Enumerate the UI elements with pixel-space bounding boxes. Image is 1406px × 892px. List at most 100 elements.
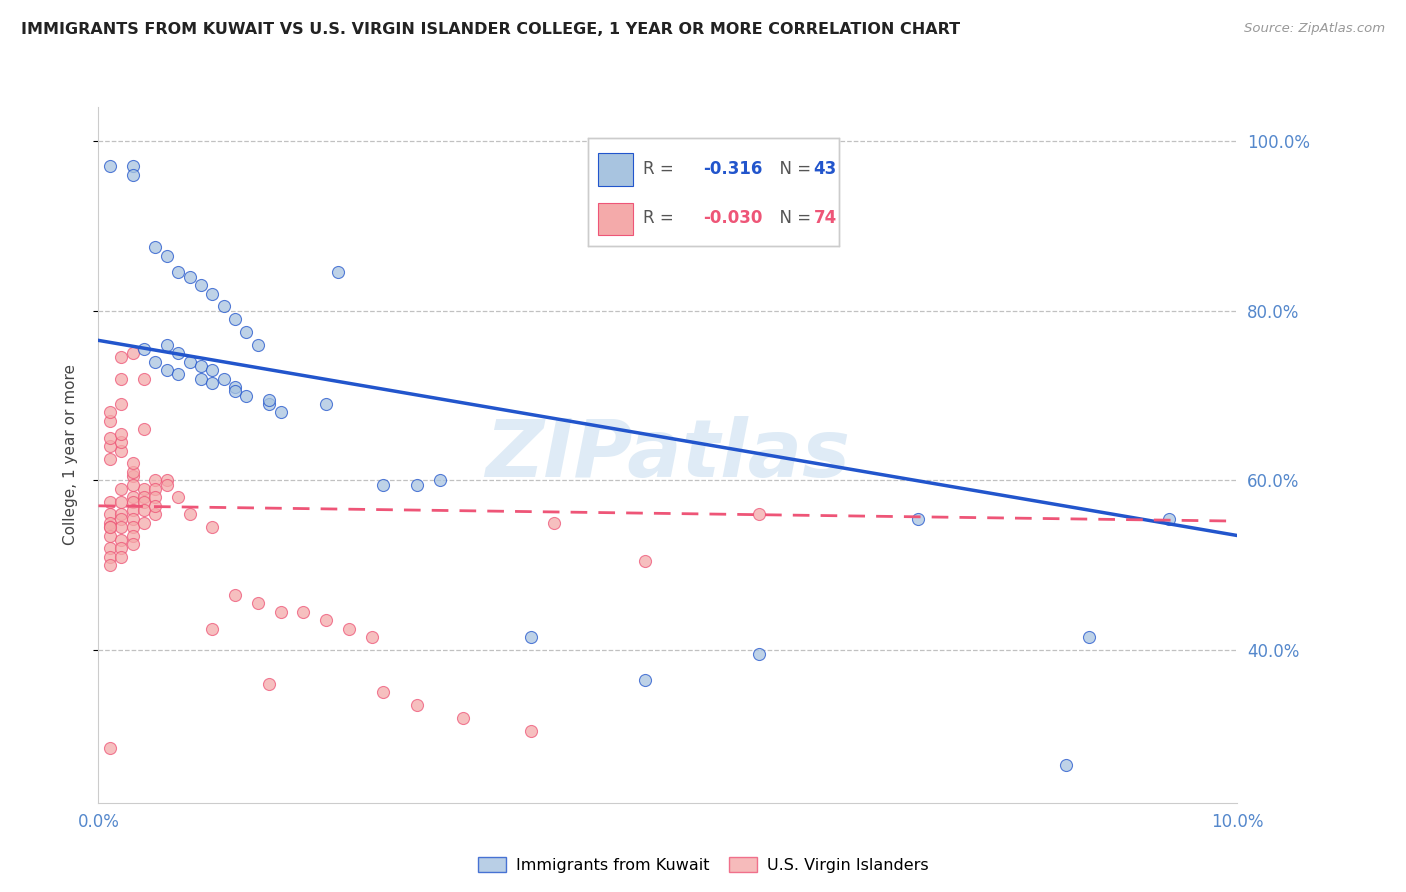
Point [121,346,143,360]
Point [156,248,179,262]
Point [156,474,179,488]
Point [212,371,235,385]
Legend: Immigrants from Kuwait, U.S. Virgin Islanders: Immigrants from Kuwait, U.S. Virgin Isla… [471,851,935,880]
Point [98,549,121,564]
Point [156,363,179,377]
Point [98,160,121,174]
Point [110,435,132,450]
Point [190,278,212,293]
Point [543,516,565,530]
Y-axis label: College, 1 year or more: College, 1 year or more [63,365,77,545]
Point [110,371,132,385]
Point [110,351,132,365]
Point [167,265,190,279]
Point [132,503,155,517]
Point [121,511,143,525]
Point [145,354,167,368]
Point [224,312,246,326]
Point [259,677,281,691]
Point [167,491,190,505]
Point [1157,511,1180,525]
Point [98,494,121,508]
Point [110,520,132,534]
Point [190,359,212,373]
Point [201,622,224,636]
Point [190,371,212,385]
Point [201,363,224,377]
Point [121,477,143,491]
Point [98,541,121,556]
Point [270,405,292,419]
Point [98,452,121,467]
Point [1056,757,1078,772]
Point [235,325,257,339]
Point [145,482,167,496]
Point [121,520,143,534]
Point [156,477,179,491]
Point [98,558,121,573]
Point [201,520,224,534]
Point [110,511,132,525]
Point [429,474,451,488]
Point [224,384,246,399]
Point [259,397,281,411]
Point [98,520,121,534]
Point [179,508,201,522]
Point [98,508,121,522]
Point [98,516,121,530]
Point [224,588,246,602]
Point [121,457,143,471]
Point [520,631,543,645]
Point [121,494,143,508]
Point [634,673,657,687]
Point [235,388,257,402]
Point [179,354,201,368]
Point [132,491,155,505]
Point [121,469,143,483]
Point [748,508,770,522]
Point [326,265,349,279]
Point [110,397,132,411]
Point [121,503,143,517]
Point [121,160,143,174]
Point [121,465,143,479]
Point [167,368,190,382]
Point [360,631,382,645]
Point [98,740,121,755]
Text: Source: ZipAtlas.com: Source: ZipAtlas.com [1244,22,1385,36]
Point [110,508,132,522]
Point [145,508,167,522]
Point [98,414,121,428]
Point [98,520,121,534]
Point [110,482,132,496]
Point [145,491,167,505]
Point [246,337,269,351]
Point [98,431,121,445]
Point [634,554,657,568]
Point [98,439,121,453]
Point [451,711,474,725]
Point [145,240,167,254]
Point [907,511,929,525]
Point [259,392,281,407]
Point [201,286,224,301]
Point [1078,631,1101,645]
Point [179,269,201,284]
Point [110,541,132,556]
Text: ZIPatlas: ZIPatlas [485,416,851,494]
Point [132,422,155,436]
Point [121,537,143,551]
Point [132,342,155,356]
Point [156,337,179,351]
Point [121,528,143,542]
Point [110,533,132,547]
Point [224,380,246,394]
Point [406,477,429,491]
Point [337,622,360,636]
Point [145,474,167,488]
Point [132,516,155,530]
Point [212,300,235,314]
Point [373,477,395,491]
Point [315,613,337,627]
Point [373,685,395,699]
